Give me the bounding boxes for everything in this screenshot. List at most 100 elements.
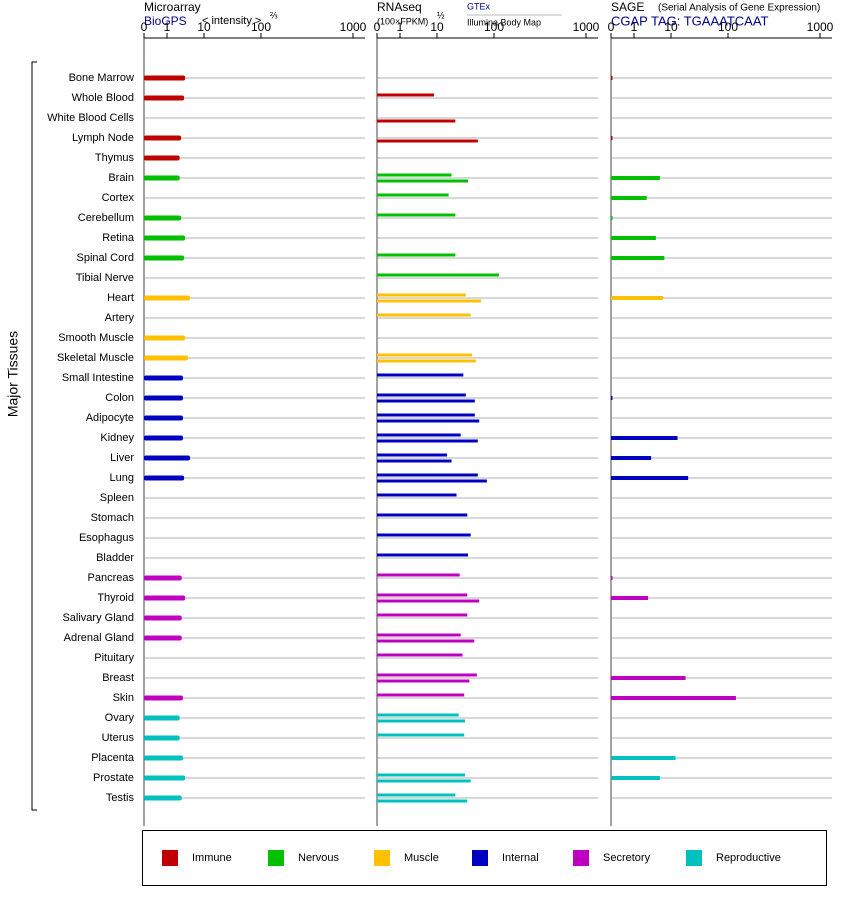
y-tick-label: Skin xyxy=(113,692,134,704)
bar xyxy=(144,775,186,781)
bar xyxy=(611,136,613,140)
y-tick-label: Retina xyxy=(102,232,135,244)
bar xyxy=(144,175,180,181)
bar xyxy=(377,213,456,217)
bar xyxy=(377,713,459,717)
scale-power: ½ xyxy=(437,10,445,20)
bar xyxy=(377,119,456,123)
bar xyxy=(144,255,185,261)
y-tick-label: Kidney xyxy=(100,432,134,444)
x-tick-label: 1 xyxy=(164,20,171,34)
bar xyxy=(144,435,183,441)
bar xyxy=(144,475,185,481)
bar xyxy=(611,436,678,440)
bar xyxy=(611,256,665,260)
y-tick-label: Adrenal Gland xyxy=(64,632,134,644)
bar xyxy=(377,433,461,437)
bar xyxy=(611,216,613,220)
bar xyxy=(377,533,471,537)
bar xyxy=(611,196,647,200)
bar xyxy=(377,93,435,97)
y-tick-label: Bladder xyxy=(96,552,134,564)
y-tick-label: Whole Blood xyxy=(72,92,134,104)
y-tick-label: Artery xyxy=(105,312,135,324)
x-tick-label: 100 xyxy=(718,20,738,34)
bar xyxy=(377,633,461,637)
bar xyxy=(377,479,487,483)
bar xyxy=(144,455,191,461)
bar xyxy=(377,193,449,197)
y-axis-label: Major Tissues xyxy=(5,331,21,417)
source: GTEx xyxy=(467,1,491,11)
bar xyxy=(377,553,469,557)
x-tick-label: 100 xyxy=(484,20,504,34)
source: Illumina Body Map xyxy=(467,17,541,27)
y-tick-label: Lung xyxy=(110,472,134,484)
bar xyxy=(611,576,613,580)
bar xyxy=(144,375,183,381)
bar xyxy=(144,635,182,641)
bar xyxy=(377,473,478,477)
source: BioGPS xyxy=(144,14,187,28)
bar xyxy=(144,95,185,101)
bar xyxy=(377,353,472,357)
x-tick-label: 10 xyxy=(664,20,678,34)
bar xyxy=(377,313,471,317)
panel-title: RNAseq xyxy=(377,0,422,14)
y-tick-label: Stomach xyxy=(91,512,134,524)
bar xyxy=(377,673,477,677)
bar xyxy=(377,253,456,257)
bar xyxy=(611,456,652,460)
panel-subtitle: (Serial Analysis of Gene Expression) xyxy=(658,3,820,14)
legend-label: Nervous xyxy=(298,852,339,864)
x-tick-label: 10 xyxy=(430,20,444,34)
legend-label: Muscle xyxy=(404,852,439,864)
bar xyxy=(377,779,471,783)
bar xyxy=(144,795,182,801)
legend-box xyxy=(142,830,827,886)
scale-label: < intensity > xyxy=(202,15,261,27)
bar xyxy=(611,236,656,240)
bar xyxy=(377,373,464,377)
y-tick-label: Skeletal Muscle xyxy=(57,352,134,364)
bar xyxy=(144,395,183,401)
y-tick-label: Tibial Nerve xyxy=(76,272,134,284)
bracket xyxy=(31,61,37,811)
y-tick-label: Bone Marrow xyxy=(69,72,134,84)
source: CGAP TAG: TGAAATCAAT xyxy=(611,13,769,28)
bar xyxy=(377,573,460,577)
bar xyxy=(377,653,463,657)
y-tick-label: Esophagus xyxy=(79,532,135,544)
bar xyxy=(144,575,182,581)
bar xyxy=(377,419,480,423)
bar xyxy=(377,173,452,177)
legend-label: Internal xyxy=(502,852,539,864)
y-tick-label: Thyroid xyxy=(97,592,134,604)
bar xyxy=(144,155,180,161)
panel-title: Microarray xyxy=(144,0,201,14)
x-tick-label: 0 xyxy=(374,20,381,34)
bar xyxy=(377,393,466,397)
y-tick-label: Prostate xyxy=(93,772,134,784)
legend-swatch xyxy=(573,850,589,866)
bar xyxy=(377,693,465,697)
x-tick-label: 1 xyxy=(631,20,638,34)
bar xyxy=(611,596,649,600)
bar xyxy=(144,715,180,721)
bar xyxy=(377,599,480,603)
bar xyxy=(144,355,189,361)
bar xyxy=(144,595,186,601)
bar xyxy=(377,773,466,777)
legend-swatch xyxy=(374,850,390,866)
bar xyxy=(377,299,481,303)
bar xyxy=(377,293,466,297)
scale-power: ⅔ xyxy=(270,10,278,20)
panel-title: SAGE xyxy=(611,0,644,14)
bar xyxy=(377,399,475,403)
x-tick-label: 1000 xyxy=(573,20,600,34)
y-tick-label: Salivary Gland xyxy=(62,612,134,624)
x-tick-label: 1000 xyxy=(340,20,367,34)
y-tick-label: White Blood Cells xyxy=(47,112,134,124)
y-tick-label: Thymus xyxy=(95,152,135,164)
y-tick-label: Smooth Muscle xyxy=(58,332,134,344)
